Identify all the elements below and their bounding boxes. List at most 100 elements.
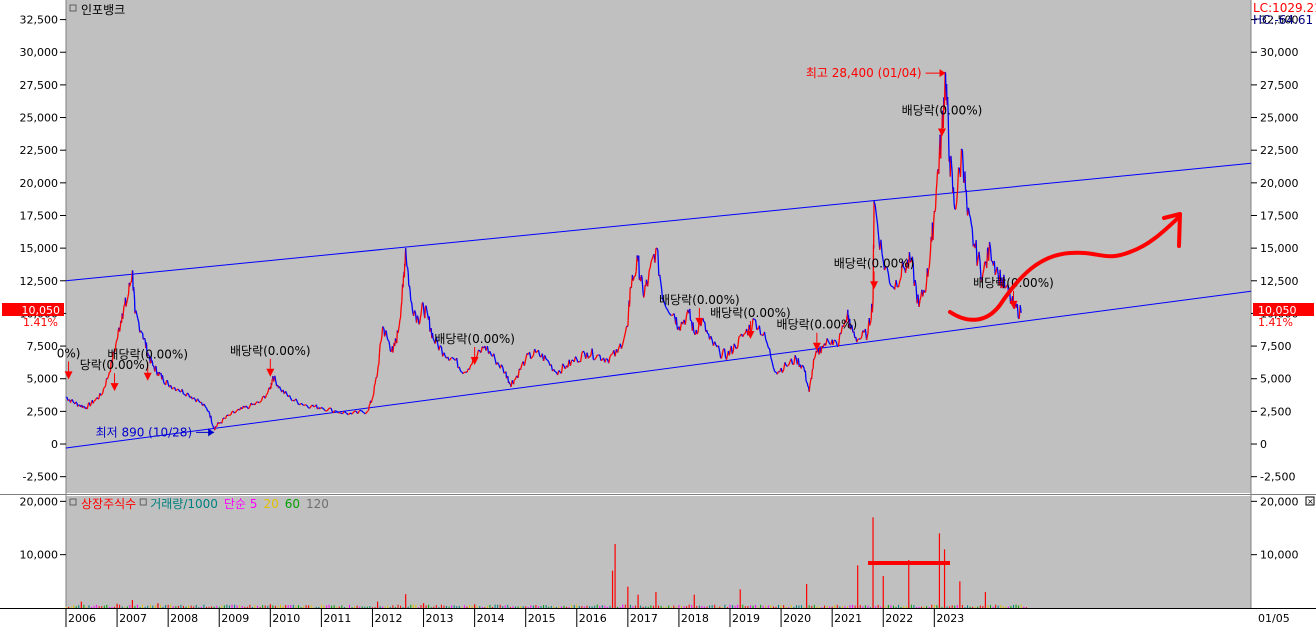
price-segment — [962, 150, 963, 163]
price-segment — [419, 323, 420, 324]
price-segment — [426, 306, 427, 310]
price-segment — [211, 416, 212, 422]
price-segment — [387, 338, 388, 340]
price-segment — [383, 327, 384, 328]
price-segment — [430, 330, 431, 332]
x-tick-label: 2006 — [68, 612, 96, 625]
price-segment — [643, 285, 644, 294]
price-segment — [388, 340, 389, 341]
y-tick-label-left: 32,500 — [20, 14, 59, 27]
price-segment — [379, 344, 380, 353]
price-segment — [507, 377, 508, 378]
price-segment — [941, 132, 942, 158]
price-segment — [76, 402, 77, 403]
price-segment — [235, 412, 236, 413]
y-tick-label-right: 25,000 — [1260, 112, 1299, 125]
price-segment — [670, 314, 671, 315]
price-segment — [892, 287, 893, 288]
price-segment — [694, 330, 695, 333]
price-segment — [212, 422, 213, 424]
price-segment — [963, 164, 964, 183]
dividend-label: 배당락(0.00%) — [434, 332, 515, 346]
y-tick-label-left: 17,500 — [20, 209, 59, 222]
price-pane — [66, 0, 1251, 493]
price-segment — [674, 315, 675, 319]
price-segment — [555, 372, 556, 373]
price-segment — [401, 301, 402, 307]
price-segment — [803, 366, 804, 368]
price-segment — [155, 366, 156, 371]
price-segment — [690, 320, 691, 321]
price-segment — [379, 353, 380, 365]
price-segment — [127, 297, 128, 301]
price-segment — [130, 283, 131, 287]
price-segment — [258, 402, 259, 403]
price-segment — [388, 341, 389, 342]
price-segment — [383, 326, 384, 327]
price-segment — [138, 319, 139, 323]
price-segment — [697, 332, 698, 334]
price-segment — [478, 350, 479, 351]
x-tick-label: 2018 — [681, 612, 709, 625]
x-tick-label: 2017 — [630, 612, 658, 625]
volume-legend-item: 상장주식수 — [81, 497, 136, 511]
x-tick-label: 2008 — [170, 612, 198, 625]
price-segment — [424, 307, 425, 314]
price-segment — [406, 248, 407, 259]
low-label: 최저 890 (10/28) — [96, 425, 193, 439]
price-segment — [837, 343, 838, 346]
volume-legend-item: 20 — [263, 497, 278, 511]
y-tick-label-left: 2,500 — [27, 405, 59, 418]
dividend-label: 배당락(0.00%) — [902, 104, 983, 118]
price-segment — [423, 302, 424, 306]
y-tick-label-left: 12,500 — [20, 275, 59, 288]
price-segment — [429, 316, 430, 331]
price-segment — [951, 156, 952, 164]
volume-legend-item: 120 — [306, 497, 329, 511]
price-segment — [965, 171, 966, 191]
price-segment — [641, 275, 642, 276]
price-segment — [546, 359, 547, 360]
price-segment — [209, 411, 210, 414]
price-segment — [858, 339, 859, 340]
price-segment — [833, 344, 834, 345]
y-tick-label-right: 0 — [1260, 438, 1267, 451]
volume-legend-item: 단순 5 — [224, 497, 258, 511]
y-tick-label-right: -2,500 — [1260, 471, 1295, 484]
hc-label: HC:-64.61 — [1253, 13, 1313, 27]
price-segment — [382, 326, 383, 334]
price-segment — [104, 387, 105, 388]
price-segment — [101, 394, 102, 395]
x-tick-label: 2020 — [783, 612, 811, 625]
price-segment — [775, 372, 776, 373]
price-segment — [408, 273, 409, 287]
price-segment — [168, 381, 169, 384]
current-change-left: 1.41% — [23, 316, 58, 329]
price-segment — [377, 372, 378, 377]
price-segment — [432, 333, 433, 339]
price-segment — [212, 424, 213, 426]
price-segment — [117, 338, 118, 340]
y-tick-label-left: 30,000 — [20, 46, 59, 59]
price-segment — [806, 380, 807, 383]
price-segment — [536, 351, 537, 352]
price-segment — [872, 300, 873, 312]
price-segment — [646, 280, 647, 283]
y-tick-label-right: 27,500 — [1260, 79, 1299, 92]
svg-text:×: × — [1307, 497, 1314, 506]
price-segment — [306, 405, 307, 406]
price-segment — [167, 380, 168, 381]
y-tick-label-right: 17,500 — [1260, 209, 1299, 222]
price-segment — [374, 384, 375, 385]
price-segment — [166, 382, 167, 385]
price-segment — [102, 393, 103, 394]
price-segment — [734, 344, 735, 346]
price-segment — [461, 371, 462, 372]
price-segment — [930, 251, 931, 260]
price-segment — [391, 351, 392, 352]
y-tick-label-left: 22,500 — [20, 144, 59, 157]
price-segment — [127, 300, 128, 303]
price-segment — [768, 348, 769, 349]
price-segment — [515, 379, 516, 380]
price-segment — [809, 386, 810, 392]
